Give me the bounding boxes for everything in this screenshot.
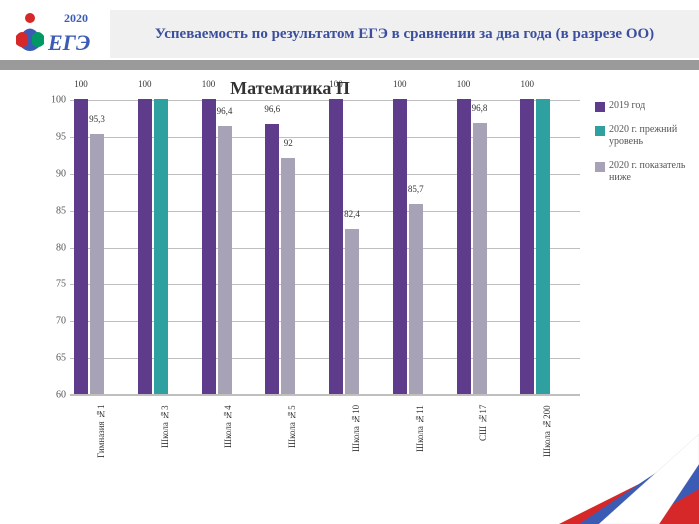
bar-value-label: 82,4 xyxy=(337,209,367,219)
bar-group: 10085,7 xyxy=(393,100,453,394)
bar-value-label: 96,8 xyxy=(465,103,495,113)
y-tick: 85 xyxy=(38,205,66,216)
bar xyxy=(154,99,168,394)
logo: 2020 ЕГЭ xyxy=(8,6,98,62)
legend-swatch xyxy=(595,102,605,112)
title-bar: Успеваемость по результатом ЕГЭ в сравне… xyxy=(110,10,699,58)
y-tick: 75 xyxy=(38,279,66,290)
legend-swatch xyxy=(595,126,605,136)
legend-item: 2019 год xyxy=(595,100,695,112)
x-tick: Школа №5 xyxy=(287,405,299,465)
x-tick: Школа №3 xyxy=(160,405,172,465)
bar xyxy=(393,99,407,394)
bar xyxy=(329,99,343,394)
bar xyxy=(265,124,279,394)
bar xyxy=(520,99,534,394)
bar-group: 10082,4 xyxy=(329,100,389,394)
bar-group: 96,692 xyxy=(265,100,325,394)
logo-text: ЕГЭ xyxy=(47,30,90,55)
bar-group: 10096,8 xyxy=(457,100,517,394)
x-tick: Школа №10 xyxy=(351,405,363,465)
logo-year: 2020 xyxy=(64,11,88,25)
bar-value-label: 96,4 xyxy=(210,106,240,116)
x-tick: Гимназия №1 xyxy=(96,405,108,465)
grid-line xyxy=(70,395,580,396)
legend-label: 2020 г. показатель ниже xyxy=(609,160,695,184)
legend-label: 2020 г. прежний уровень xyxy=(609,124,695,148)
legend-swatch xyxy=(595,162,605,172)
bar-group: 100 xyxy=(138,100,198,394)
bar-value-label: 100 xyxy=(512,79,542,89)
page: 2020 ЕГЭ Успеваемость по результатом ЕГЭ… xyxy=(0,0,699,524)
bar-value-label: 100 xyxy=(385,79,415,89)
bar xyxy=(536,99,550,394)
y-tick: 100 xyxy=(38,95,66,106)
x-tick: Школа №200 xyxy=(542,405,554,465)
bar-group: 10096,4 xyxy=(202,100,262,394)
x-tick: Школа №4 xyxy=(223,405,235,465)
plot: 606570758085909510010095,310010096,496,6… xyxy=(70,100,580,395)
bar xyxy=(473,123,487,394)
header-strip xyxy=(0,60,699,70)
x-tick: Школа №11 xyxy=(415,405,427,465)
bar xyxy=(345,229,359,394)
legend-item: 2020 г. прежний уровень xyxy=(595,124,695,148)
bar xyxy=(409,204,423,394)
bar-value-label: 100 xyxy=(130,79,160,89)
bar-value-label: 100 xyxy=(449,79,479,89)
bar-value-label: 95,3 xyxy=(82,114,112,124)
bar xyxy=(457,99,471,394)
bar-value-label: 92 xyxy=(273,138,303,148)
bar-group: 100 xyxy=(520,100,580,394)
y-tick: 70 xyxy=(38,316,66,327)
y-tick: 90 xyxy=(38,168,66,179)
bar-value-label: 96,6 xyxy=(257,104,287,114)
bar xyxy=(74,99,88,394)
bar-value-label: 100 xyxy=(194,79,224,89)
y-tick: 60 xyxy=(38,390,66,401)
bar-value-label: 85,7 xyxy=(401,184,431,194)
legend-item: 2020 г. показатель ниже xyxy=(595,160,695,184)
header: 2020 ЕГЭ Успеваемость по результатом ЕГЭ… xyxy=(0,0,699,68)
bar-group: 10095,3 xyxy=(74,100,134,394)
bar xyxy=(90,134,104,394)
bar xyxy=(281,158,295,394)
y-tick: 95 xyxy=(38,131,66,142)
x-tick: СШ №17 xyxy=(478,405,490,465)
bar-value-label: 100 xyxy=(66,79,96,89)
bar-value-label: 100 xyxy=(321,79,351,89)
y-tick: 80 xyxy=(38,242,66,253)
y-tick: 65 xyxy=(38,353,66,364)
bar xyxy=(138,99,152,394)
bar xyxy=(218,126,232,394)
bar xyxy=(202,99,216,394)
page-title: Успеваемость по результатом ЕГЭ в сравне… xyxy=(155,25,654,43)
chart-area: 606570758085909510010095,310010096,496,6… xyxy=(40,100,580,440)
legend-label: 2019 год xyxy=(609,100,645,112)
legend: 2019 год 2020 г. прежний уровень 2020 г. п… xyxy=(595,100,695,196)
